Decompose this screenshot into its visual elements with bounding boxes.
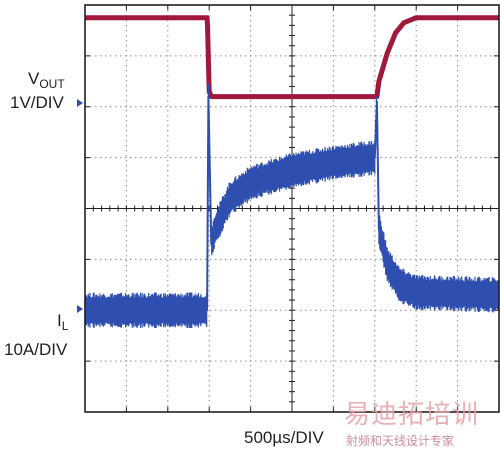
watermark-logo: 易迪拓培训 [344, 400, 480, 430]
vout-scale-label: 1V/DIV [10, 93, 64, 112]
grid [85, 5, 499, 412]
series-vout-trace [85, 15, 499, 100]
series-il-line [85, 95, 500, 312]
watermark-subtitle: 射频和天线设计专家 [346, 434, 455, 448]
series-il-trace [84, 83, 500, 328]
il-label: IL [57, 311, 69, 333]
series-vout-line [85, 15, 499, 100]
vout-channel-marker [77, 99, 83, 107]
il-scale-label: 10A/DIV [4, 340, 68, 359]
il-channel-marker [77, 305, 83, 313]
traces [84, 15, 500, 328]
plot-frame [84, 4, 500, 413]
vout-label: VOUT [28, 69, 65, 91]
time-scale-label: 500µs/DIV [244, 428, 324, 447]
